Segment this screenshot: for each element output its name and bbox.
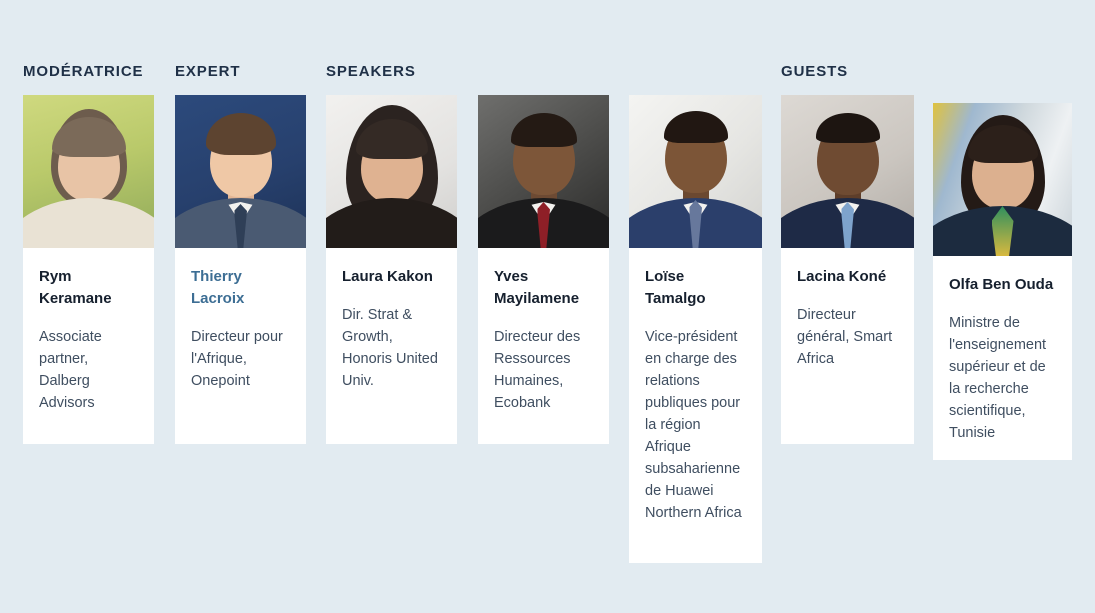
card-body: Lacina Koné Directeur général, Smart Afr… <box>781 248 914 392</box>
person-name: Olfa Ben Ouda <box>949 276 1054 293</box>
portrait-lacina-kone <box>781 95 914 248</box>
card-body: Thierry Lacroix Directeur pour l'Afrique… <box>175 248 306 414</box>
person-name: Loïse Tamalgo <box>645 268 706 307</box>
card-body: Olfa Ben Ouda Ministre de l'enseignement… <box>933 256 1072 460</box>
portrait-loise-tamalgo <box>629 95 762 248</box>
person-name: Laura Kakon <box>342 268 433 285</box>
person-role: Associate partner, Dalberg Advisors <box>39 328 102 411</box>
speaker-card-rym-keramane[interactable]: Rym Keramane Associate partner, Dalberg … <box>23 95 154 444</box>
person-role: Directeur général, Smart Africa <box>797 306 893 367</box>
speaker-card-laura-kakon[interactable]: Laura Kakon Dir. Strat & Growth, Honoris… <box>326 95 457 444</box>
card-body: Yves Mayilamene Directeur des Ressources… <box>478 248 609 436</box>
card-body: Rym Keramane Associate partner, Dalberg … <box>23 248 154 436</box>
person-name: Lacina Koné <box>797 268 887 285</box>
speaker-card-loise-tamalgo[interactable]: Loïse Tamalgo Vice-président en charge d… <box>629 95 762 563</box>
person-role: Directeur des Ressources Humaines, Ecoba… <box>494 328 581 411</box>
speaker-card-olfa-ben-ouda[interactable]: Olfa Ben Ouda Ministre de l'enseignement… <box>933 103 1072 460</box>
portrait-yves-mayilamene <box>478 95 609 248</box>
speaker-card-thierry-lacroix[interactable]: Thierry Lacroix Directeur pour l'Afrique… <box>175 95 306 444</box>
person-name: Thierry Lacroix <box>191 268 245 307</box>
portrait-laura-kakon <box>326 95 457 248</box>
category-label-guests: GUESTS <box>781 63 849 80</box>
category-label-expert: EXPERT <box>175 63 241 80</box>
portrait-thierry-lacroix <box>175 95 306 248</box>
person-name: Rym Keramane <box>39 268 112 307</box>
speaker-card-yves-mayilamene[interactable]: Yves Mayilamene Directeur des Ressources… <box>478 95 609 444</box>
person-role: Dir. Strat & Growth, Honoris United Univ… <box>342 306 438 389</box>
card-body: Laura Kakon Dir. Strat & Growth, Honoris… <box>326 248 457 414</box>
portrait-rym-keramane <box>23 95 154 248</box>
category-label-moderatrice: MODÉRATRICE <box>23 63 144 80</box>
speaker-card-lacina-kone[interactable]: Lacina Koné Directeur général, Smart Afr… <box>781 95 914 444</box>
person-role: Ministre de l'enseignement supérieur et … <box>949 314 1047 441</box>
person-role: Directeur pour l'Afrique, Onepoint <box>191 328 283 389</box>
person-name: Yves Mayilamene <box>494 268 580 307</box>
card-body: Loïse Tamalgo Vice-président en charge d… <box>629 248 762 546</box>
portrait-olfa-ben-ouda <box>933 103 1072 256</box>
category-label-speakers: SPEAKERS <box>326 63 416 80</box>
person-role: Vice-président en charge des relations p… <box>645 328 742 521</box>
